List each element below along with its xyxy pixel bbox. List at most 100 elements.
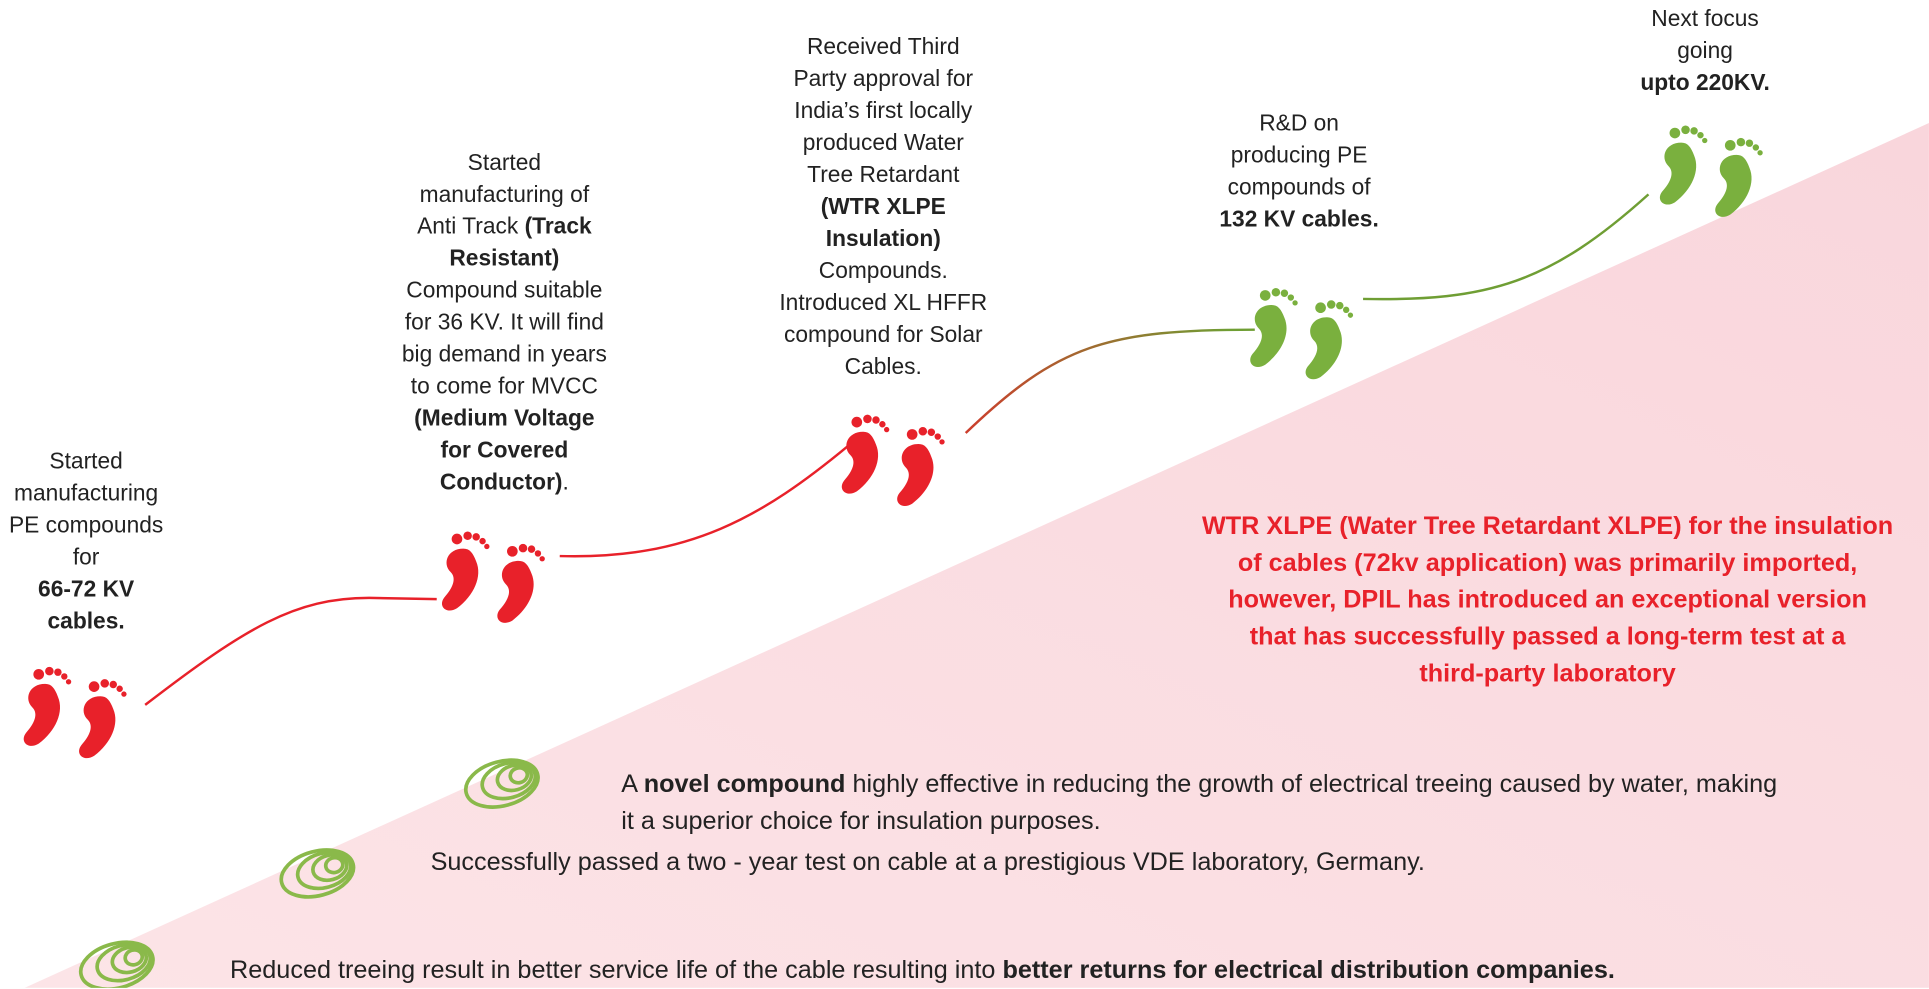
text-line: Anti Track (Track	[357, 210, 652, 242]
footprints	[1250, 287, 1354, 380]
text-line: Received Third	[736, 31, 1031, 63]
text: compounds of	[1227, 173, 1371, 200]
text-line: compounds of	[1151, 171, 1446, 203]
text-line: produced Water	[736, 127, 1031, 159]
text-line: Reduced treeing result in better service…	[230, 952, 1615, 989]
text-line: for 36 KV. It will find	[357, 306, 652, 338]
foot	[441, 531, 490, 611]
bullet-text: A novel compound highly effective in red…	[621, 766, 1777, 840]
foot	[1659, 125, 1708, 205]
foot	[841, 414, 890, 494]
footprints	[841, 414, 945, 506]
text-line: Cables.	[736, 351, 1031, 383]
foot	[897, 426, 945, 506]
footprints	[1659, 125, 1763, 217]
text-line: WTR XLPE (Water Tree Retardant XLPE) for…	[1201, 511, 1894, 541]
milestone-text: Started manufacturing PE compounds for 66-72…	[0, 445, 234, 637]
text: it a superior choice for insulation purp…	[621, 807, 1101, 836]
bullet-text: Successfully passed a two - year test on…	[431, 844, 1425, 881]
text: for	[72, 543, 100, 570]
foot	[79, 679, 127, 759]
text: going	[1677, 36, 1733, 63]
text: Started	[467, 148, 542, 175]
bold-text: better returns for electrical distributi…	[1002, 955, 1615, 985]
text-line: 66-72 KV	[0, 573, 234, 605]
text: Cables.	[844, 353, 922, 379]
text: Reduced treeing result in better service…	[230, 955, 1003, 985]
bold-text: Conductor)	[439, 468, 563, 495]
text: R&D on	[1259, 109, 1339, 136]
text-line: Party approval for	[736, 63, 1031, 95]
milestone-text: R&D on producing PE compounds of 132 KV cab…	[1151, 107, 1446, 235]
text: Successfully passed a two - year test on…	[430, 847, 1425, 876]
text: Anti Track	[417, 212, 525, 239]
bullet-text: Reduced treeing result in better service…	[230, 952, 1615, 989]
text-line: manufacturing of	[357, 178, 652, 210]
text: Started	[49, 447, 123, 474]
text-line: 132 KV cables.	[1151, 203, 1446, 235]
text: Next focus	[1651, 4, 1759, 31]
text-line: for	[0, 541, 234, 573]
text: Party approval for	[793, 65, 974, 92]
text-line: Conductor).	[357, 466, 652, 498]
text-line: (Medium Voltage	[357, 402, 652, 434]
bold-text: 66-72 KV	[38, 575, 135, 602]
trail	[144, 193, 1650, 706]
text-line: Successfully passed a two - year test on…	[431, 844, 1425, 881]
text: big demand in years	[401, 340, 607, 367]
milestone-text: Started manufacturing of Anti Track (Track…	[357, 146, 652, 498]
bold-text: cables.	[47, 607, 125, 634]
text: Tree Retardant	[807, 161, 960, 187]
bold-text: (Medium Voltage	[414, 404, 595, 431]
text-line: Resistant)	[357, 242, 652, 274]
text-line: upto 220KV.	[1557, 66, 1852, 98]
text: PE compounds	[8, 511, 164, 538]
footprints	[441, 531, 545, 623]
text-line: third-party laboratory	[1419, 659, 1676, 688]
text: producing PE	[1230, 141, 1368, 168]
text-line: Started	[357, 146, 652, 178]
foot	[497, 543, 545, 623]
footprints	[23, 666, 127, 759]
text-line: to come for MVCC	[357, 370, 652, 402]
bold-text: for Covered	[440, 436, 569, 463]
text: manufacturing	[13, 479, 159, 506]
text-line: Introduced XL HFFR	[736, 287, 1031, 319]
text-line: PE compounds	[0, 509, 234, 541]
foot	[1250, 287, 1298, 367]
foot	[1305, 300, 1354, 380]
text-line: Tree Retardant	[736, 159, 1031, 191]
text-line: A novel compound highly effective in red…	[621, 766, 1777, 803]
bold-text: 132 KV cables.	[1219, 205, 1379, 232]
highlight-text: WTR XLPE (Water Tree Retardant XLPE) for…	[1166, 508, 1929, 693]
text: India’s first locally	[794, 97, 973, 124]
bold-text: (WTR XLPE	[820, 193, 946, 219]
text-line: Compounds.	[736, 255, 1031, 287]
text: Compound suitable	[406, 276, 603, 303]
text: compound for Solar	[783, 321, 983, 347]
text-line: going	[1557, 34, 1852, 66]
text: Received Third	[806, 33, 960, 60]
text-line: cables.	[0, 605, 234, 637]
text: .	[562, 468, 569, 495]
text-line: for Covered	[357, 434, 652, 466]
text: manufacturing of	[419, 180, 590, 207]
text-line: (WTR XLPE	[736, 191, 1031, 223]
text-line: Next focus	[1557, 2, 1852, 34]
text-line: big demand in years	[357, 338, 652, 370]
text-line: manufacturing	[0, 477, 234, 509]
bold-text: Insulation)	[825, 225, 941, 251]
text-line: producing PE	[1151, 139, 1446, 171]
text-line: however, DPIL has introduced an exceptio…	[1228, 585, 1867, 614]
text-line: of cables (72kv application) was primari…	[1237, 548, 1858, 577]
text: Introduced XL HFFR	[779, 289, 988, 315]
milestone-text: Received Third Party approval for India’s …	[736, 31, 1031, 383]
text-line: Compound suitable	[357, 274, 652, 306]
text-line: that has successfully passed a long-term…	[1249, 622, 1846, 651]
text: produced Water	[802, 129, 964, 156]
text: highly effective in reducing the growth …	[845, 770, 1778, 799]
text-line: R&D on	[1151, 107, 1446, 139]
bold-text: novel compound	[643, 770, 846, 799]
